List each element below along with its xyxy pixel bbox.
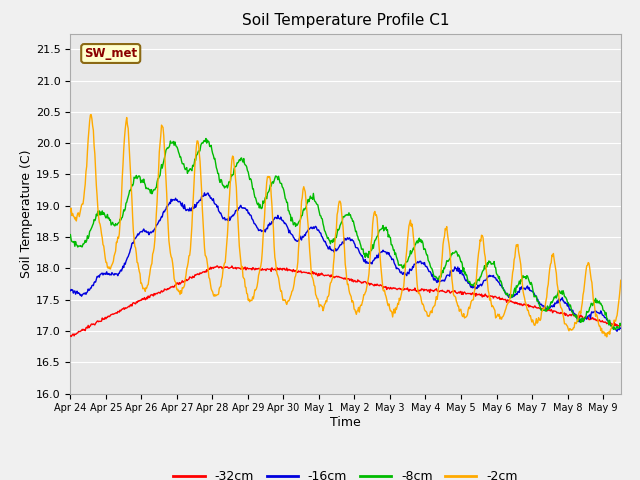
Y-axis label: Soil Temperature (C): Soil Temperature (C) [20,149,33,278]
X-axis label: Time: Time [330,416,361,429]
Text: SW_met: SW_met [84,47,138,60]
Legend: -32cm, -16cm, -8cm, -2cm: -32cm, -16cm, -8cm, -2cm [168,465,523,480]
Title: Soil Temperature Profile C1: Soil Temperature Profile C1 [242,13,449,28]
